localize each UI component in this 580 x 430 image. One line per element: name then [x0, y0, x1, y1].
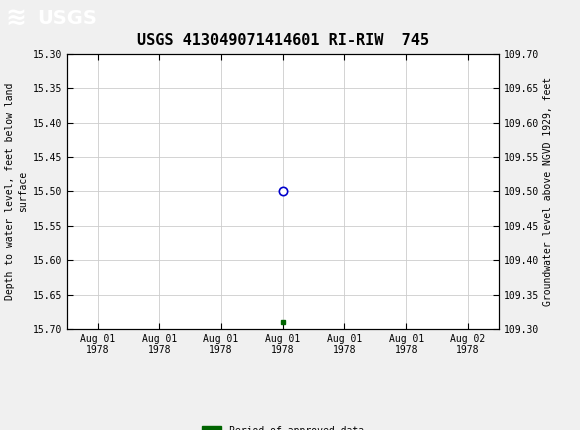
Text: ≋: ≋ [6, 7, 27, 31]
Y-axis label: Groundwater level above NGVD 1929, feet: Groundwater level above NGVD 1929, feet [543, 77, 553, 306]
Text: USGS: USGS [38, 9, 97, 28]
Y-axis label: Depth to water level, feet below land
surface: Depth to water level, feet below land su… [5, 83, 28, 300]
Legend: Period of approved data: Period of approved data [198, 422, 368, 430]
Title: USGS 413049071414601 RI-RIW  745: USGS 413049071414601 RI-RIW 745 [137, 34, 429, 49]
